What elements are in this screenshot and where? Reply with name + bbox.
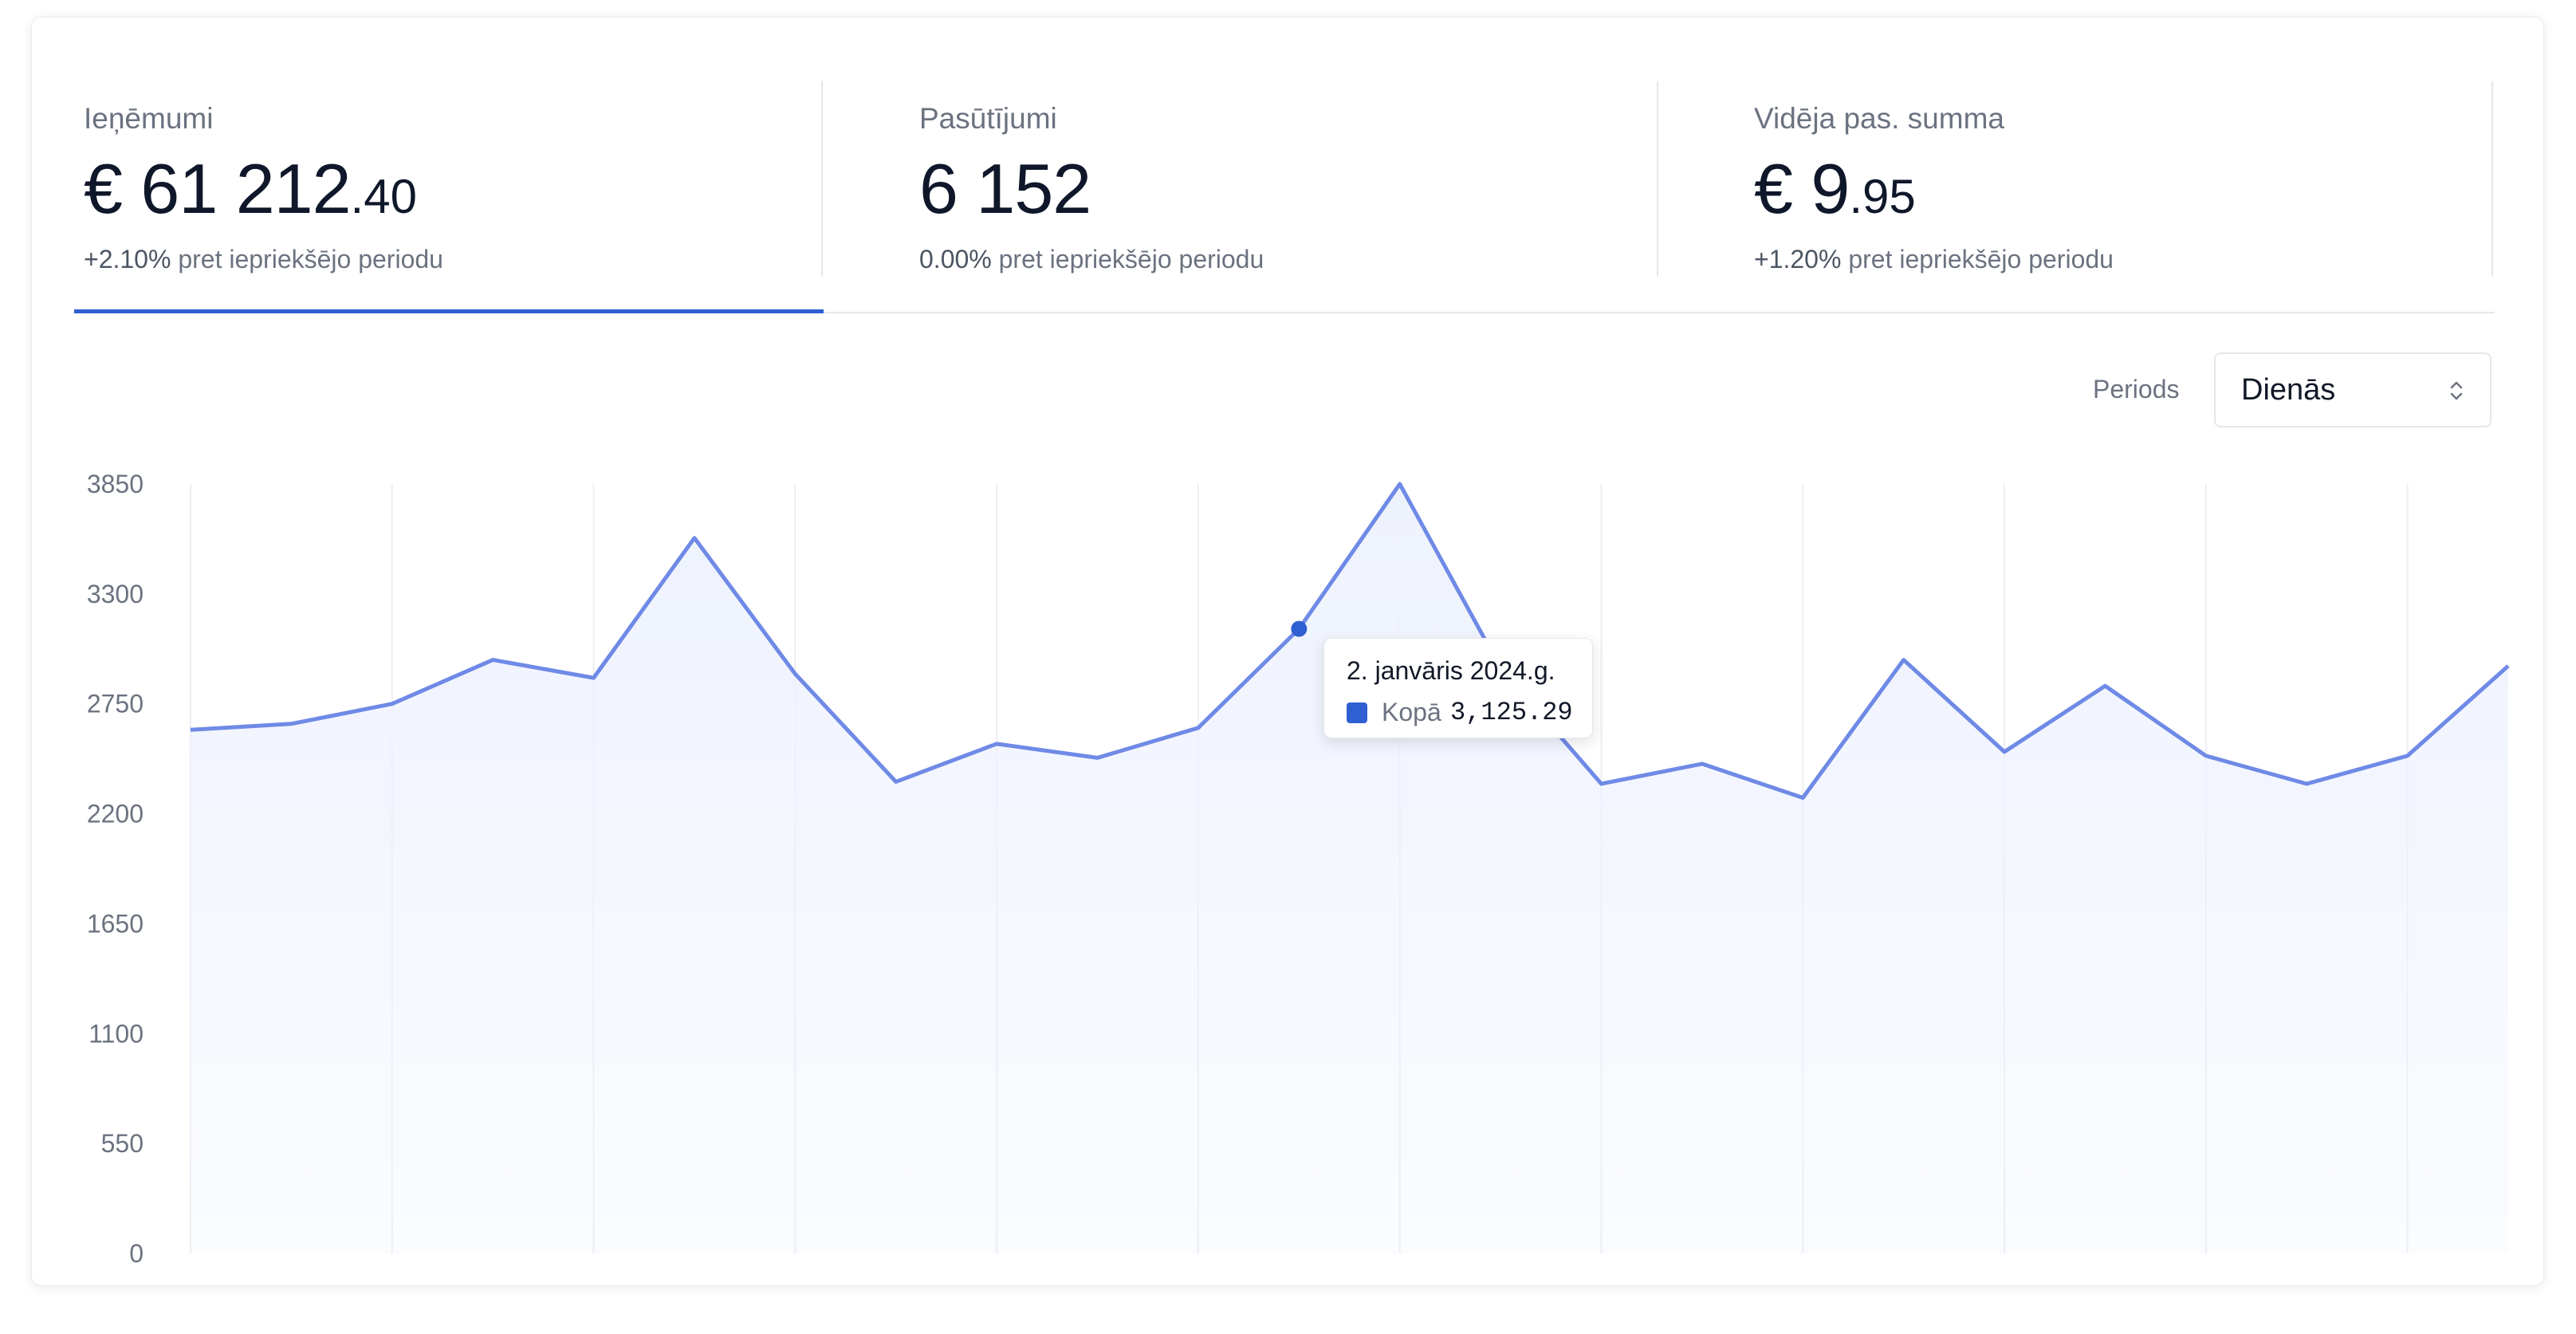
chart-tooltip: 2. janvāris 2024.g. Kopā 3,125.29: [1323, 638, 1593, 738]
stat-change: 0.00% pret iepriekšējo periodu: [919, 245, 1264, 273]
divider: [1657, 81, 1658, 277]
revenue-chart: 0 550 1100 1650 2200 2750 3300 3850: [87, 470, 2510, 1268]
stat-value: € 9.95: [1754, 149, 1916, 228]
stat-average-order-tab[interactable]: Vidēja pas. summa € 9.95 +1.20% pret iep…: [1754, 81, 2472, 277]
stat-label: Pasūtījumi: [919, 102, 1057, 135]
period-label: Periods: [2093, 375, 2180, 403]
divider: [2491, 81, 2493, 277]
stat-change: +2.10% pret iepriekšējo periodu: [84, 245, 443, 273]
stats-card: Ieņēmumi € 61 212.40 +2.10% pret iepriek…: [32, 18, 2543, 1285]
y-tick-label: 1100: [88, 1019, 144, 1048]
period-select-value: Dienās: [2241, 373, 2336, 407]
stat-label: Ieņēmumi: [84, 102, 214, 135]
tab-underline: [74, 312, 2495, 313]
series-line: [190, 482, 2510, 801]
y-tick-label: 2200: [87, 800, 144, 828]
tooltip-value: 3,125.29: [1450, 698, 1573, 727]
period-select[interactable]: Dienās: [2214, 352, 2491, 427]
highlighted-point: [1291, 620, 1308, 637]
stat-orders-tab[interactable]: Pasūtījumi 6 152 0.00% pret iepriekšējo …: [919, 81, 1637, 277]
tooltip-series-name: Kopā: [1382, 698, 1441, 726]
stat-value: € 61 212.40: [84, 149, 417, 228]
stat-value: 6 152: [919, 149, 1091, 228]
y-tick-label: 1650: [87, 909, 144, 938]
y-tick-label: 550: [101, 1129, 144, 1158]
legend-swatch: [1347, 702, 1367, 723]
stats-tabs: Ieņēmumi € 61 212.40 +2.10% pret iepriek…: [32, 18, 2543, 317]
chevron-up-down-icon: [2450, 381, 2463, 400]
tooltip-date: 2. janvāris 2024.g.: [1347, 656, 1555, 685]
y-tick-label: 2750: [87, 690, 144, 718]
y-tick-label: 3300: [87, 580, 144, 608]
series-area: [191, 484, 2508, 1253]
active-tab-indicator: [74, 309, 824, 313]
stat-revenue-tab[interactable]: Ieņēmumi € 61 212.40 +2.10% pret iepriek…: [84, 81, 801, 277]
y-tick-label: 3850: [87, 470, 144, 498]
stat-change: +1.20% pret iepriekšējo periodu: [1754, 245, 2114, 273]
y-tick-label: 0: [129, 1239, 144, 1268]
stat-label: Vidēja pas. summa: [1754, 102, 2004, 135]
divider: [821, 81, 823, 277]
